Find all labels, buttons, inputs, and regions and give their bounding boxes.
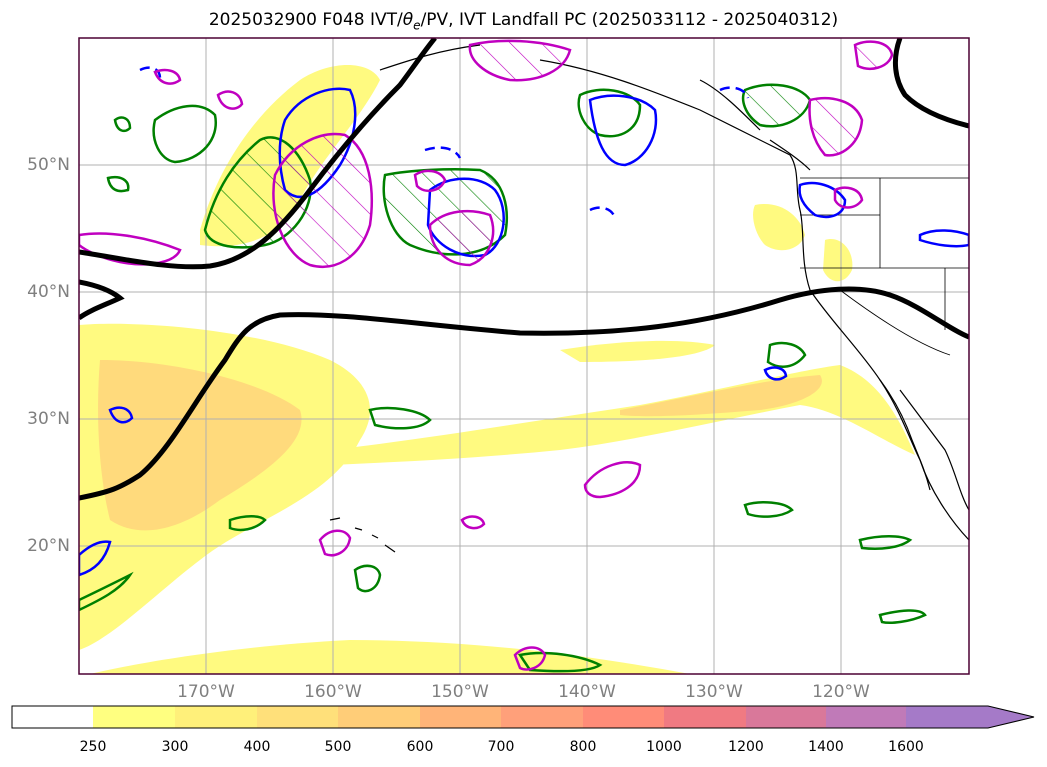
theta-contour-14 [878,609,927,624]
colorbar-tick-1000: 1000 [646,739,682,755]
colorbar-seg-4 [338,706,420,728]
pv-dash-3 [719,86,750,99]
jet-contour-west [79,279,125,321]
pc-contour-4 [808,96,864,157]
map-title: 2025032900 F048 IVT/θe/PV, IVT Landfall … [208,10,839,33]
plot-frame [78,37,970,675]
ivt-band-core [620,375,822,417]
pc-contours [79,39,894,671]
theta-contour-6 [368,406,432,430]
lat-label-40n: 40°N [27,282,70,302]
pc-contour-7 [413,169,447,193]
theta-contour-5 [741,83,812,128]
colorbar-tick-800: 800 [569,739,597,755]
pv-dash-2 [424,146,462,159]
colorbar-tick-300: 300 [161,739,189,755]
colorbar-tick-600: 600 [406,739,434,755]
lon-label-120w: 120°W [812,682,870,702]
pc-contour-11 [513,646,547,671]
pv-contour-4 [798,181,847,219]
baja-coast [879,379,931,491]
theta-contour-11 [353,564,382,593]
ivt-subtrop-strip [560,340,715,362]
colorbar-seg-6 [501,706,583,728]
lon-label-130w: 130°W [685,682,743,702]
colorbar-tick-1200: 1200 [728,739,764,755]
colorbar-tick-700: 700 [487,739,515,755]
pv-dash-4 [589,206,617,219]
lon-label-140w: 140°W [558,682,616,702]
pc-contour-9 [583,461,642,499]
ivt-coast-patch-2 [823,239,853,282]
pv-contour-7 [79,540,112,577]
pc-contour-13 [460,515,486,530]
pv-contour-5 [918,229,969,248]
pc-contour-10 [318,529,352,557]
jet-contours [79,38,969,501]
lon-label-160w: 160°W [304,682,362,702]
colorbar-seg-0 [12,706,93,728]
pv-contour-8 [763,366,788,381]
theta-contour-15 [106,175,130,193]
lon-label-170w: 170°W [177,682,235,702]
colorbar-seg-2 [175,706,257,728]
pc-contour-2 [428,209,495,267]
jet-contour-north [79,38,437,270]
coastlines [329,44,969,553]
colorbar-seg-11-arrow [906,706,1034,728]
jet-contour-ne [892,38,969,129]
pc-contour-3 [468,39,572,82]
pc-contour-6 [216,90,244,110]
colorbar-seg-8 [664,706,746,728]
state-borders [800,177,969,356]
theta-contour-7 [766,341,807,368]
lon-label-150w: 150°W [431,682,489,702]
theta-contour-3 [152,104,218,164]
pc-contour-12 [833,186,864,209]
bc-islands [699,79,811,171]
graticule [79,38,969,674]
colorbar-tick-500: 500 [324,739,352,755]
pv-dash-1 [139,66,162,79]
theta-contour-12 [79,571,134,612]
colorbar-tick-400: 400 [243,739,271,755]
lat-label-30n: 30°N [27,409,70,429]
lat-label-50n: 50°N [27,155,70,175]
hawaii [329,517,396,553]
colorbar-tick-1600: 1600 [888,739,924,755]
pv-contour-3 [588,94,658,167]
colorbar-tick-1400: 1400 [808,739,844,755]
pc-contour-14 [153,68,182,85]
colorbar-tick-250: 250 [79,739,107,755]
theta-contour-4 [577,88,642,138]
lat-label-20n: 20°N [27,536,70,556]
colorbar-outline [11,705,1035,729]
colorbar-seg-10 [826,706,906,728]
ivt-plume-core [98,360,302,531]
pc-contour-5 [853,40,894,70]
colorbar-seg-7 [583,706,664,728]
jet-contour-main [79,286,969,501]
theta-contour-10 [228,515,267,532]
colorbar-seg-5 [420,706,501,728]
colorbar-seg-1 [93,706,175,728]
inner-coast [899,389,969,511]
theta-contour-13 [743,501,794,518]
pv-contour-6 [108,406,134,424]
pc-contour-1 [272,132,373,268]
ivt-coast-patch [753,204,805,251]
colorbar-seg-9 [746,706,826,728]
colorbar-seg-3 [257,706,338,728]
alaska-coast [379,44,969,541]
theta-contour-16 [113,116,132,133]
colorbar [11,705,1035,729]
theta-contour-8 [858,535,913,550]
